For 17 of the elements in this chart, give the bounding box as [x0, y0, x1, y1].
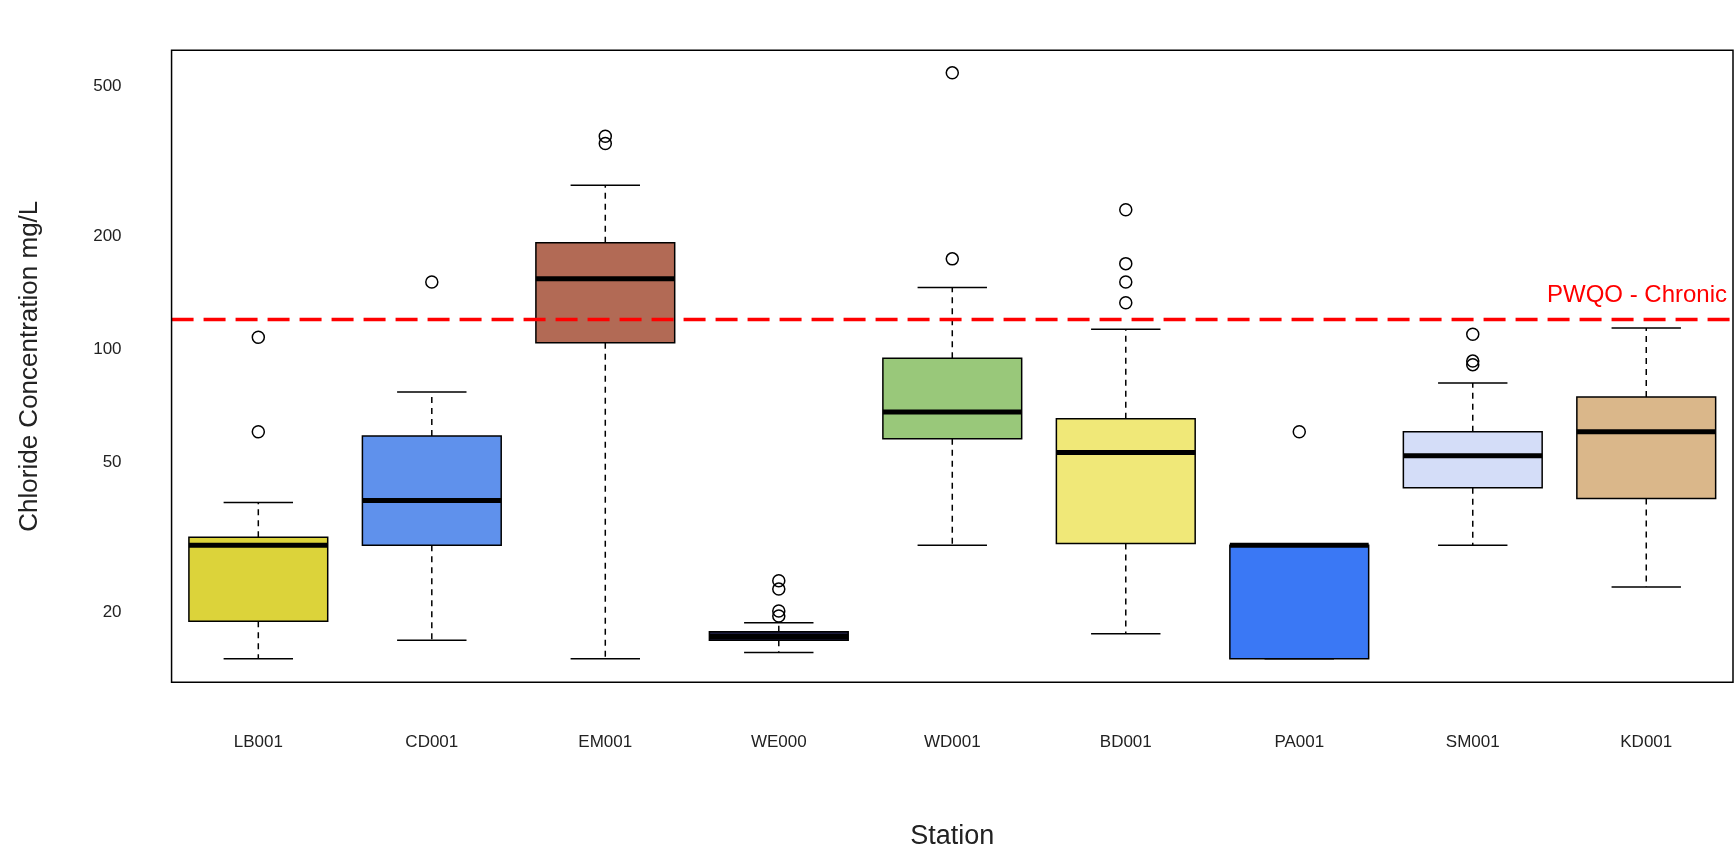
y-axis-title: Chloride Concentration mg/L — [12, 200, 43, 532]
y-tick-label: 50 — [102, 452, 122, 472]
x-tick-label: CD001 — [405, 732, 459, 752]
y-tick-label: 500 — [93, 76, 122, 96]
x-axis-title: Station — [910, 820, 995, 851]
x-tick-label: KD001 — [1620, 732, 1673, 752]
x-tick-label: WD001 — [923, 732, 981, 752]
x-tick-label: WE000 — [750, 732, 807, 752]
y-tick-label: 20 — [102, 601, 122, 621]
x-tick-label: BD001 — [1099, 732, 1152, 752]
x-tick-label: EM001 — [578, 732, 633, 752]
x-tick-label: LB001 — [233, 732, 283, 752]
ref-line-label: PWQO - Chronic — [1546, 280, 1727, 308]
x-tick-label: PA001 — [1274, 732, 1325, 752]
y-tick-label: 200 — [93, 225, 122, 245]
y-tick-label: 100 — [93, 338, 122, 358]
x-tick-label: SM001 — [1445, 732, 1500, 752]
